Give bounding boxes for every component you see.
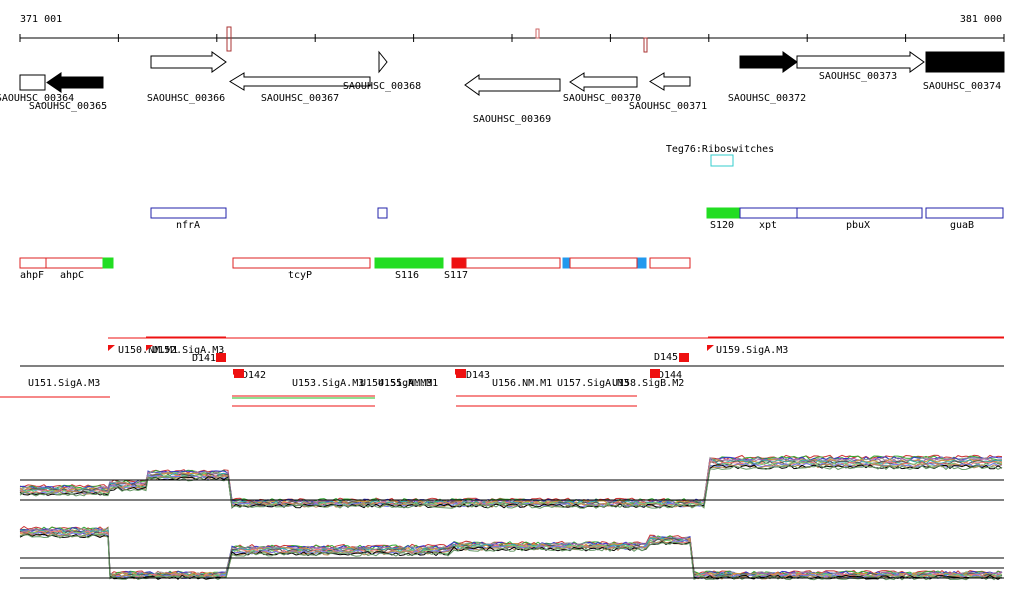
- gene-label: SAOUHSC_00371: [629, 101, 707, 112]
- gene-arrow: [229, 72, 371, 91]
- expression-line: [19, 528, 1003, 577]
- gene-arrow: [464, 74, 561, 96]
- gene-label: SAOUHSC_00366: [147, 93, 225, 104]
- transcript-box: [451, 257, 467, 269]
- promoter-label: U156.NM.M1: [492, 378, 552, 389]
- transcript-box: [569, 257, 638, 269]
- promoter-flag: [146, 345, 153, 351]
- gene-label: SAOUHSC_00370: [563, 93, 641, 104]
- gene-label: SAOUHSC_00365: [29, 101, 107, 112]
- promoter-label: U150.NM.M1: [118, 345, 178, 356]
- transcript-label: tcyP: [288, 270, 312, 281]
- transcript-box: [562, 257, 571, 269]
- transcript-box: [465, 257, 561, 269]
- operon-box: [739, 207, 798, 219]
- expression-line: [19, 530, 1003, 578]
- operon-box: [377, 207, 388, 219]
- gene-arrow: [46, 72, 104, 93]
- gene-label: SAOUHSC_00364: [0, 93, 74, 104]
- operon-label: S120: [710, 220, 734, 231]
- expression-line: [19, 529, 1003, 578]
- expression-line: [19, 528, 1003, 578]
- operon-label: xpt: [759, 220, 777, 231]
- expression-line: [19, 528, 1003, 577]
- gene-arrow: [739, 51, 798, 73]
- ruler-start: 371 001: [20, 14, 62, 25]
- promoter-label: U158.SigB.M2: [612, 378, 684, 389]
- promoter-label: D142: [242, 370, 266, 381]
- gene-label: SAOUHSC_00368: [343, 81, 421, 92]
- operon-label: nfrA: [176, 220, 200, 231]
- promoter-label: U152.SigA.M3: [152, 345, 224, 356]
- riboswitch-label: Teg76:Riboswitches: [666, 144, 774, 155]
- transcript-label: S117: [444, 270, 468, 281]
- transcript-label: ahpC: [60, 270, 84, 281]
- gene-arrow: [378, 50, 388, 74]
- promoter-label: U154.SigA.M3: [360, 378, 432, 389]
- operon-box: [925, 207, 1004, 219]
- terminator-box: [234, 369, 244, 378]
- operon-box: [706, 207, 741, 219]
- expression-line: [19, 525, 1003, 576]
- gene-label: SAOUHSC_00374: [923, 81, 1001, 92]
- transcript-box: [19, 257, 47, 269]
- promoter-flag: [707, 345, 714, 351]
- riboswitch-box: [710, 154, 734, 167]
- operon-box: [796, 207, 923, 219]
- gene-label: SAOUHSC_00372: [728, 93, 806, 104]
- promoter-label: U151.SigA.M3: [28, 378, 100, 389]
- terminator-box: [216, 353, 226, 362]
- promoter-label: D145: [654, 352, 678, 363]
- transcript-box: [636, 257, 647, 269]
- gene-arrow: [649, 72, 691, 91]
- transcript-box: [45, 257, 104, 269]
- expression-line: [19, 533, 1003, 580]
- transcript-box: [374, 257, 444, 269]
- ruler-marker: [226, 26, 232, 52]
- gene-arrow: [925, 51, 1005, 73]
- promoter-label: D141: [192, 353, 216, 364]
- promoter-label: U159.SigA.M3: [716, 345, 788, 356]
- promoter-label: U153.SigA.M3: [292, 378, 364, 389]
- gene-arrow: [19, 74, 46, 91]
- ruler-marker: [643, 37, 648, 53]
- ruler-marker: [535, 28, 540, 39]
- expression-line: [19, 464, 1003, 509]
- gene-arrow: [150, 51, 227, 73]
- transcript-box: [102, 257, 114, 269]
- operon-label: guaB: [950, 220, 974, 231]
- gene-arrow: [569, 72, 638, 92]
- gene-label: SAOUHSC_00367: [261, 93, 339, 104]
- expression-line: [19, 530, 1003, 579]
- transcript-label: ahpF: [20, 270, 44, 281]
- terminator-box: [456, 369, 466, 378]
- transcript-box: [232, 257, 371, 269]
- promoter-label: U155.NM.M1: [378, 378, 438, 389]
- ruler-end: 381 000: [960, 14, 1002, 25]
- operon-box: [150, 207, 227, 219]
- transcript-label: S116: [395, 270, 419, 281]
- gene-label: SAOUHSC_00373: [819, 71, 897, 82]
- operon-label: pbuX: [846, 220, 870, 231]
- gene-arrow: [796, 51, 925, 73]
- transcript-box: [649, 257, 691, 269]
- promoter-label: U157.SigA.M3: [557, 378, 629, 389]
- gene-label: SAOUHSC_00369: [473, 114, 551, 125]
- terminator-box: [679, 353, 689, 362]
- promoter-flag: [108, 345, 115, 351]
- terminator-box: [650, 369, 660, 378]
- promoter-label: D143: [466, 370, 490, 381]
- promoter-label: D144: [658, 370, 682, 381]
